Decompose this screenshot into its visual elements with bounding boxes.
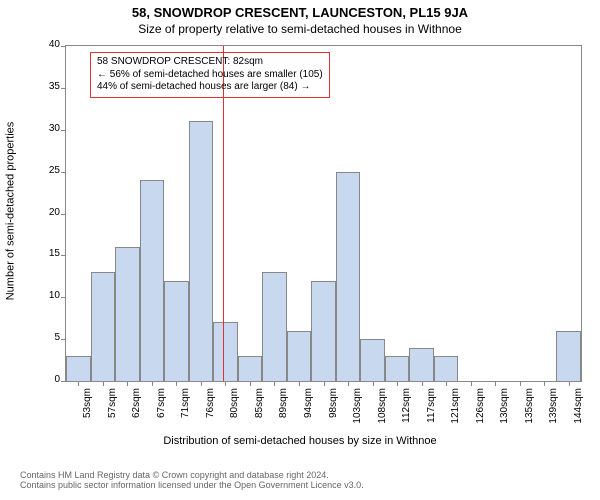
x-tick xyxy=(201,381,202,386)
x-tick-label: 144sqm xyxy=(573,388,584,438)
annotation-line: 44% of semi-detached houses are larger (… xyxy=(97,81,323,94)
x-tick-label: 117sqm xyxy=(426,388,437,438)
bar xyxy=(238,356,263,381)
bar xyxy=(556,331,581,381)
x-tick xyxy=(471,381,472,386)
x-tick-label: 53sqm xyxy=(82,388,93,438)
bar xyxy=(409,348,434,382)
chart-container: 58, SNOWDROP CRESCENT, LAUNCESTON, PL15 … xyxy=(0,0,600,500)
x-tick-label: 85sqm xyxy=(254,388,265,438)
bar xyxy=(360,339,385,381)
y-tick-label: 10 xyxy=(35,290,60,301)
bar xyxy=(262,272,287,381)
x-tick xyxy=(446,381,447,386)
x-tick xyxy=(250,381,251,386)
footer-line-1: Contains HM Land Registry data © Crown c… xyxy=(20,470,600,480)
x-tick-label: 139sqm xyxy=(548,388,559,438)
bar xyxy=(140,180,165,381)
x-tick xyxy=(152,381,153,386)
bar xyxy=(287,331,312,381)
x-tick xyxy=(520,381,521,386)
y-tick-label: 25 xyxy=(35,165,60,176)
x-tick-label: 108sqm xyxy=(377,388,388,438)
y-tick-label: 35 xyxy=(35,81,60,92)
x-tick-label: 57sqm xyxy=(107,388,118,438)
x-tick-label: 130sqm xyxy=(499,388,510,438)
annotation-line: ← 56% of semi-detached houses are smalle… xyxy=(97,69,323,82)
x-tick xyxy=(373,381,374,386)
bar xyxy=(115,247,140,381)
x-tick-label: 98sqm xyxy=(328,388,339,438)
x-tick xyxy=(78,381,79,386)
x-tick-label: 121sqm xyxy=(450,388,461,438)
y-tick-label: 15 xyxy=(35,248,60,259)
bar xyxy=(91,272,116,381)
x-tick xyxy=(348,381,349,386)
x-tick xyxy=(299,381,300,386)
x-tick xyxy=(103,381,104,386)
x-tick xyxy=(274,381,275,386)
bar xyxy=(385,356,410,381)
y-tick-label: 5 xyxy=(35,332,60,343)
y-tick-label: 30 xyxy=(35,123,60,134)
bar xyxy=(311,281,336,382)
x-tick xyxy=(397,381,398,386)
x-tick xyxy=(176,381,177,386)
y-tick-label: 20 xyxy=(35,207,60,218)
x-tick-label: 76sqm xyxy=(205,388,216,438)
y-tick xyxy=(61,339,66,340)
bar xyxy=(189,121,214,381)
footer-line-2: Contains public sector information licen… xyxy=(20,480,600,490)
x-tick-label: 80sqm xyxy=(229,388,240,438)
footer-text: Contains HM Land Registry data © Crown c… xyxy=(0,470,600,490)
x-tick xyxy=(544,381,545,386)
bar xyxy=(66,356,91,381)
y-tick xyxy=(61,381,66,382)
x-tick xyxy=(225,381,226,386)
x-tick xyxy=(495,381,496,386)
sub-title: Size of property relative to semi-detach… xyxy=(0,22,600,36)
x-tick-label: 89sqm xyxy=(278,388,289,438)
y-tick-label: 0 xyxy=(35,374,60,385)
y-tick xyxy=(61,214,66,215)
y-tick xyxy=(61,46,66,47)
main-title: 58, SNOWDROP CRESCENT, LAUNCESTON, PL15 … xyxy=(0,5,600,20)
x-tick-label: 135sqm xyxy=(524,388,535,438)
y-tick xyxy=(61,130,66,131)
x-tick xyxy=(127,381,128,386)
y-tick xyxy=(61,172,66,173)
y-tick-label: 40 xyxy=(35,39,60,50)
x-tick xyxy=(569,381,570,386)
y-tick xyxy=(61,297,66,298)
x-tick xyxy=(324,381,325,386)
annotation-box: 58 SNOWDROP CRESCENT: 82sqm← 56% of semi… xyxy=(90,52,330,98)
bar xyxy=(336,172,361,381)
x-tick xyxy=(422,381,423,386)
x-tick-label: 94sqm xyxy=(303,388,314,438)
x-tick-label: 112sqm xyxy=(401,388,412,438)
y-tick xyxy=(61,255,66,256)
x-tick-label: 126sqm xyxy=(475,388,486,438)
x-tick-label: 62sqm xyxy=(131,388,142,438)
x-tick-label: 67sqm xyxy=(156,388,167,438)
bar xyxy=(434,356,459,381)
bar xyxy=(164,281,189,382)
y-tick xyxy=(61,88,66,89)
x-tick-label: 103sqm xyxy=(352,388,363,438)
bar xyxy=(213,322,238,381)
x-tick-label: 71sqm xyxy=(180,388,191,438)
annotation-line: 58 SNOWDROP CRESCENT: 82sqm xyxy=(97,56,323,69)
y-axis-label: Number of semi-detached properties xyxy=(4,43,16,378)
